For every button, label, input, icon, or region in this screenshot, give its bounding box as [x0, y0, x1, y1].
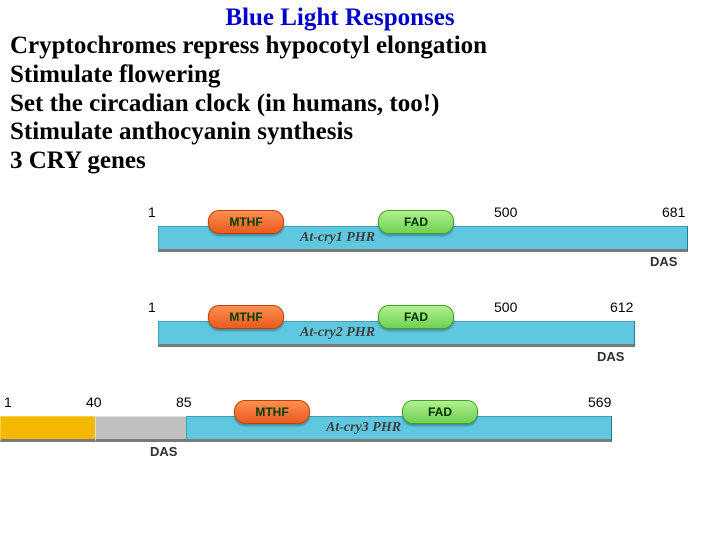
position-number: 612 [610, 299, 633, 315]
position-number: 1 [4, 394, 12, 410]
track-At-cry1 PHR: 1500681DASMTHFFADAt-cry1 PHR [0, 194, 720, 259]
position-number: 500 [494, 299, 517, 315]
mthf-domain: MTHF [208, 305, 284, 329]
position-number: 85 [176, 394, 192, 410]
page-title: Blue Light Responses [0, 4, 710, 32]
text-line-3: Stimulate anthocyanin synthesis [10, 118, 710, 147]
fad-domain: FAD [378, 210, 454, 234]
position-number: 569 [588, 394, 611, 410]
protein-domain-diagram: 1500681DASMTHFFADAt-cry1 PHR1500612DASMT… [0, 194, 720, 449]
position-number: 681 [662, 204, 685, 220]
mthf-domain: MTHF [208, 210, 284, 234]
fad-domain: FAD [402, 400, 478, 424]
text-line-2: Set the circadian clock (in humans, too!… [10, 90, 710, 119]
phr-label: At-cry1 PHR [300, 230, 375, 246]
das-segment [95, 416, 188, 442]
gold-segment [0, 416, 97, 442]
das-label: DAS [650, 254, 677, 269]
text-line-4: 3 CRY genes [10, 147, 710, 176]
position-number: 500 [494, 204, 517, 220]
position-number: 1 [148, 204, 156, 220]
text-line-1: Stimulate flowering [10, 61, 710, 90]
track-At-cry3 PHR: 14085569DASMTHFFADAt-cry3 PHR [0, 384, 720, 449]
text-line-0: Cryptochromes repress hypocotyl elongati… [10, 32, 710, 61]
mthf-domain: MTHF [234, 400, 310, 424]
das-label: DAS [597, 349, 624, 364]
phr-label: At-cry3 PHR [326, 420, 401, 436]
phr-label: At-cry2 PHR [300, 325, 375, 341]
das-label: DAS [150, 444, 177, 459]
position-number: 40 [86, 394, 102, 410]
position-number: 1 [148, 299, 156, 315]
fad-domain: FAD [378, 305, 454, 329]
track-At-cry2 PHR: 1500612DASMTHFFADAt-cry2 PHR [0, 289, 720, 354]
